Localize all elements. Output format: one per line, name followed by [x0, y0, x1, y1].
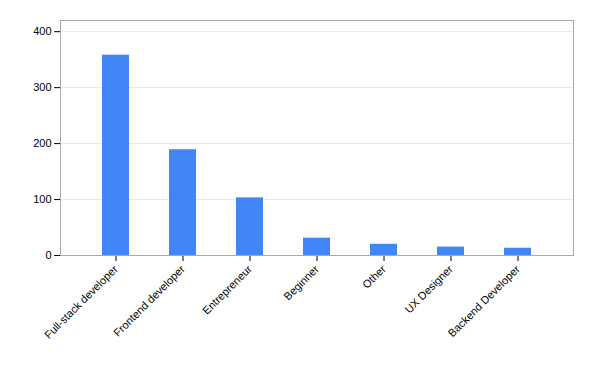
- svg-text:Backend Developer: Backend Developer: [446, 263, 523, 340]
- svg-text:Other: Other: [360, 263, 388, 291]
- svg-text:300: 300: [33, 81, 51, 93]
- svg-text:100: 100: [33, 193, 51, 205]
- svg-text:200: 200: [33, 137, 51, 149]
- svg-text:Frontend developer: Frontend developer: [111, 263, 187, 339]
- svg-text:Beginner: Beginner: [281, 263, 321, 303]
- svg-text:0: 0: [45, 249, 51, 261]
- svg-text:400: 400: [33, 25, 51, 37]
- svg-text:Entrepreneur: Entrepreneur: [200, 263, 254, 317]
- svg-text:UX Designer: UX Designer: [402, 263, 455, 316]
- svg-text:Full-stack developer: Full-stack developer: [42, 263, 120, 341]
